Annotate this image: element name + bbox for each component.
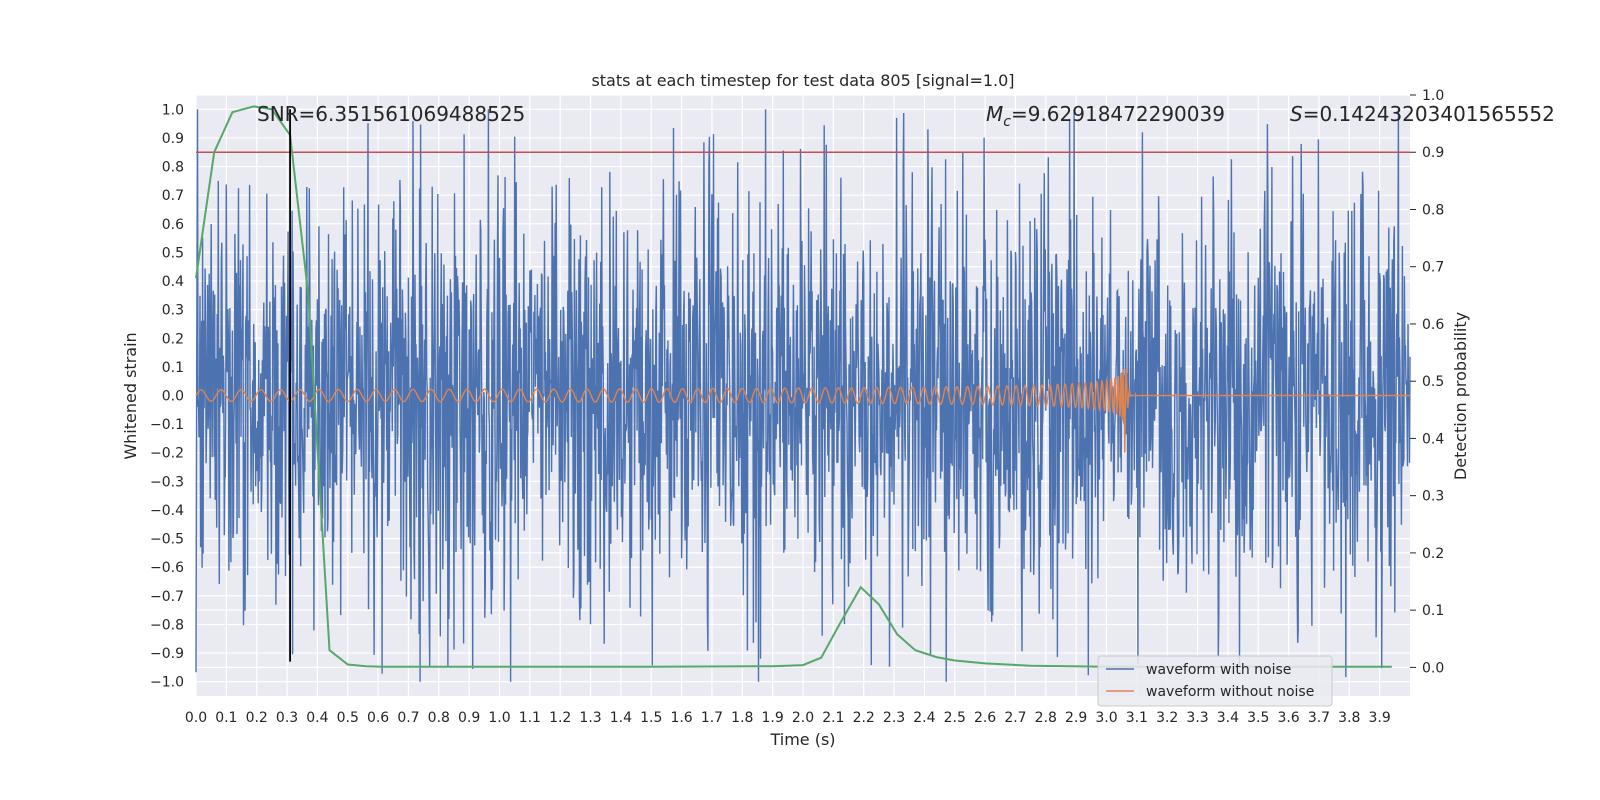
y-tick-label: 0.2 <box>162 331 184 347</box>
x-tick-label: 2.6 <box>974 710 996 726</box>
x-tick-label: 3.6 <box>1277 710 1299 726</box>
chirp-mass-subscript: c <box>1003 114 1011 130</box>
clean-waveform-line <box>195 368 1410 453</box>
x-tick-label: 2.7 <box>1004 710 1026 726</box>
chirp-mass-annotation: Mc=9.62918472290039 <box>986 102 1225 130</box>
y2-tick-label: 0.8 <box>1422 202 1444 218</box>
x-tick-label: 1.0 <box>488 710 510 726</box>
y-tick-label: 0.9 <box>162 131 184 147</box>
x-tick-label: 1.8 <box>731 710 753 726</box>
x-tick-label: 0.9 <box>458 710 480 726</box>
x-tick-label: 2.4 <box>913 710 935 726</box>
x-tick-label: 3.2 <box>1156 710 1178 726</box>
y-tick-label: 0.7 <box>162 188 184 204</box>
x-tick-label: 0.8 <box>428 710 450 726</box>
snr-annotation: SNR=6.351561069488525 <box>257 102 525 126</box>
legend: waveform with noise waveform without noi… <box>1097 655 1333 707</box>
y2-tick-label: 0.5 <box>1422 374 1444 390</box>
x-tick-label: 2.0 <box>792 710 814 726</box>
y2-tick-label: 0.0 <box>1422 660 1444 676</box>
y2-tick-label: 0.3 <box>1422 489 1444 505</box>
x-tick-label: 1.2 <box>549 710 571 726</box>
x-tick-label: 2.8 <box>1035 710 1057 726</box>
y-tick-label: 0.1 <box>162 360 184 376</box>
y-tick-label: −1.0 <box>150 675 184 691</box>
s-annotation: S=0.14243203401565552 <box>1290 102 1555 126</box>
y2-tick-label: 1.0 <box>1422 88 1444 104</box>
x-tick-label: 0.5 <box>337 710 359 726</box>
x-tick-label: 0.3 <box>276 710 298 726</box>
legend-box <box>1097 655 1333 707</box>
legend-label-waveform-without-noise: waveform without noise <box>1146 684 1314 700</box>
y2-tick-label: 0.9 <box>1422 145 1444 161</box>
x-tick-label: 1.4 <box>610 710 632 726</box>
y-tick-label: −0.3 <box>150 474 184 490</box>
x-tick-label: 3.8 <box>1338 710 1360 726</box>
y-tick-label: −0.7 <box>150 589 184 605</box>
s-symbol: S <box>1290 102 1303 126</box>
detection-probability-line <box>195 105 1392 668</box>
x-tick-label: 1.9 <box>762 710 784 726</box>
y2-tick-label: 0.2 <box>1422 546 1444 562</box>
x-tick-label: 3.4 <box>1217 710 1239 726</box>
x-tick-label: 2.9 <box>1065 710 1087 726</box>
y-tick-label: −0.5 <box>150 532 184 548</box>
x-tick-label: 3.5 <box>1247 710 1269 726</box>
y2-axis-ticks: 1.0 0.9 0.8 0.7 0.6 0.5 0.4 0.3 0.2 0.1 0.0 <box>1410 88 1444 676</box>
y-tick-label: −0.2 <box>150 446 184 462</box>
x-axis-ticks: 0.0 0.1 0.2 0.3 0.4 0.5 0.6 0.7 0.8 0.9 1.0 1.1 1.2 1… <box>185 710 1391 726</box>
y-tick-label: −0.9 <box>150 646 184 662</box>
x-tick-label: 2.5 <box>944 710 966 726</box>
y2-tick-label: 0.7 <box>1422 260 1444 276</box>
y-tick-label: 0.3 <box>162 303 184 319</box>
x-tick-label: 0.2 <box>246 710 268 726</box>
y-tick-label: 0.6 <box>162 217 184 233</box>
y-tick-label: 0.5 <box>162 245 184 261</box>
x-tick-label: 0.4 <box>306 710 328 726</box>
x-tick-label: 2.2 <box>853 710 875 726</box>
y2-tick-label: 0.6 <box>1422 317 1444 333</box>
y-tick-label: −0.1 <box>150 417 184 433</box>
x-tick-label: 3.7 <box>1308 710 1330 726</box>
x-tick-label: 2.1 <box>822 710 844 726</box>
chirp-mass-symbol: M <box>986 102 1003 126</box>
x-tick-label: 3.3 <box>1186 710 1208 726</box>
x-tick-label: 0.7 <box>397 710 419 726</box>
y-tick-label: 1.0 <box>162 102 184 118</box>
x-tick-label: 3.0 <box>1095 710 1117 726</box>
chirp-mass-value: =9.62918472290039 <box>1011 102 1225 126</box>
x-tick-label: 1.1 <box>519 710 541 726</box>
x-tick-label: 1.5 <box>640 710 662 726</box>
x-axis-label: Time (s) <box>769 730 835 749</box>
y-axis-label: Whitened strain <box>121 332 140 459</box>
x-tick-label: 1.3 <box>579 710 601 726</box>
y2-tick-label: 0.1 <box>1422 603 1444 619</box>
y-tick-label: 0.4 <box>162 274 184 290</box>
y2-axis-label: Detection probability <box>1451 312 1470 480</box>
x-tick-label: 0.6 <box>367 710 389 726</box>
y2-tick-label: 0.4 <box>1422 431 1444 447</box>
y-tick-label: −0.6 <box>150 560 184 576</box>
y-tick-label: −0.8 <box>150 617 184 633</box>
x-tick-label: 0.0 <box>185 710 207 726</box>
x-tick-label: 1.6 <box>670 710 692 726</box>
y-tick-label: 0.0 <box>162 389 184 405</box>
x-tick-label: 3.9 <box>1369 710 1391 726</box>
s-value: =0.14243203401565552 <box>1303 102 1555 126</box>
x-tick-label: 2.3 <box>883 710 905 726</box>
series-layer <box>195 105 1411 682</box>
x-tick-label: 1.7 <box>701 710 723 726</box>
legend-label-waveform-with-noise: waveform with noise <box>1146 662 1291 678</box>
chart-title: stats at each timestep for test data 805… <box>591 71 1014 90</box>
y-tick-label: −0.4 <box>150 503 184 519</box>
x-tick-label: 0.1 <box>215 710 237 726</box>
y-tick-label: 0.8 <box>162 160 184 176</box>
x-tick-label: 3.1 <box>1126 710 1148 726</box>
y-axis-ticks: 1.0 0.9 0.8 0.7 0.6 0.5 0.4 0.3 0.2 0.1 0.0 −0.1 −0.… <box>150 102 184 690</box>
